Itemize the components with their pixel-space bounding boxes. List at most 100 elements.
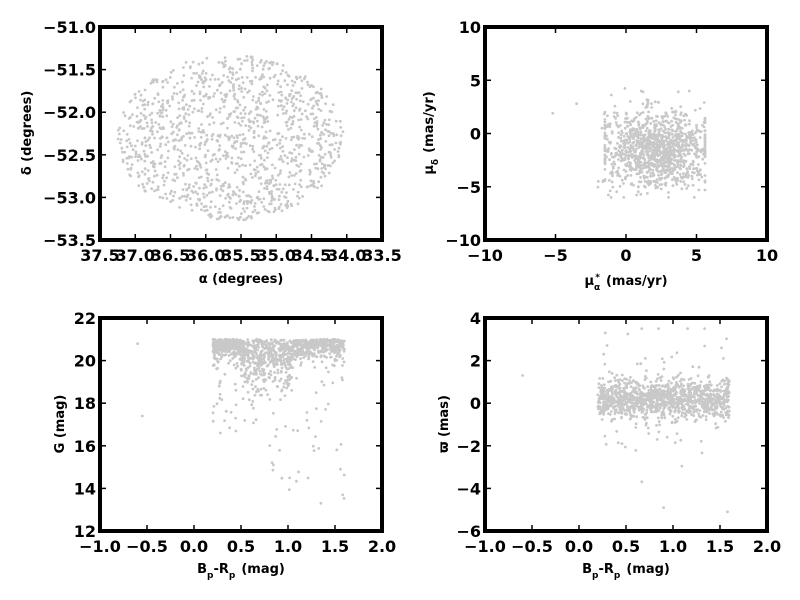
data-point xyxy=(617,136,620,139)
data-point xyxy=(193,136,197,139)
data-point xyxy=(328,118,331,122)
data-point xyxy=(161,102,165,106)
data-point xyxy=(215,367,219,371)
data-point xyxy=(250,60,254,64)
data-point xyxy=(144,140,148,144)
data-point xyxy=(693,388,696,392)
data-point xyxy=(618,407,622,410)
data-point xyxy=(648,135,652,139)
data-point xyxy=(259,387,263,391)
data-point xyxy=(655,168,659,172)
data-point xyxy=(209,78,212,81)
data-point xyxy=(161,176,165,180)
data-point xyxy=(671,397,675,400)
data-point xyxy=(622,409,626,412)
data-point xyxy=(616,441,620,445)
data-point xyxy=(251,357,255,361)
data-point xyxy=(655,407,659,411)
data-point xyxy=(229,197,232,200)
data-point xyxy=(156,130,159,134)
data-point xyxy=(221,204,225,208)
data-point xyxy=(664,393,668,397)
data-point xyxy=(320,162,324,166)
data-point xyxy=(670,381,673,385)
data-point xyxy=(228,344,232,348)
data-point xyxy=(701,157,705,161)
data-point xyxy=(211,419,215,423)
data-point xyxy=(136,171,140,175)
data-point xyxy=(695,126,698,129)
data-point xyxy=(263,352,266,356)
data-point xyxy=(681,408,685,411)
data-point xyxy=(703,116,707,120)
data-point xyxy=(142,114,146,117)
data-point xyxy=(234,416,238,420)
data-point xyxy=(678,150,682,154)
data-point xyxy=(221,121,225,125)
data-point xyxy=(233,171,237,175)
data-point xyxy=(658,183,662,187)
data-point xyxy=(657,409,661,412)
data-point xyxy=(603,434,607,438)
data-point xyxy=(676,127,679,131)
data-point xyxy=(629,406,633,409)
data-point xyxy=(342,497,346,500)
data-point xyxy=(160,111,164,115)
data-point xyxy=(243,375,246,378)
data-point xyxy=(687,390,691,394)
data-point xyxy=(198,198,201,202)
data-point xyxy=(702,392,705,396)
data-point xyxy=(680,377,683,381)
data-point xyxy=(673,441,677,445)
data-point xyxy=(294,155,298,159)
data-point xyxy=(305,115,308,119)
data-point xyxy=(286,73,290,77)
data-point xyxy=(202,205,206,209)
data-point xyxy=(292,158,296,162)
data-point xyxy=(665,168,669,172)
data-point xyxy=(691,365,695,369)
data-point xyxy=(179,90,182,94)
data-point xyxy=(336,348,340,352)
data-point xyxy=(277,91,281,94)
data-point xyxy=(725,337,728,341)
data-point xyxy=(609,196,613,199)
data-point xyxy=(245,376,249,380)
data-point xyxy=(679,119,682,122)
data-point xyxy=(127,138,131,141)
data-point xyxy=(243,137,247,140)
data-point xyxy=(608,370,611,374)
data-point xyxy=(636,185,640,189)
data-point xyxy=(671,169,675,173)
data-point xyxy=(603,401,606,405)
data-point xyxy=(247,359,250,363)
data-point xyxy=(604,406,608,410)
data-point xyxy=(319,354,323,357)
data-point xyxy=(657,134,661,137)
data-point xyxy=(237,84,241,87)
data-point xyxy=(182,115,186,118)
data-point xyxy=(627,154,630,158)
data-point xyxy=(282,382,286,385)
data-point xyxy=(633,158,636,162)
data-point xyxy=(292,109,296,113)
data-point xyxy=(676,137,679,141)
data-point xyxy=(641,146,644,150)
data-point xyxy=(311,444,315,448)
data-point xyxy=(608,124,612,128)
data-point xyxy=(129,124,132,128)
data-point xyxy=(298,183,301,187)
data-point xyxy=(186,154,190,157)
data-point xyxy=(655,178,659,182)
data-point xyxy=(697,412,701,416)
data-point xyxy=(219,91,223,95)
data-point xyxy=(258,101,262,105)
data-point xyxy=(232,363,236,367)
y-tick-label: −53.5 xyxy=(43,231,96,250)
data-point xyxy=(703,388,707,392)
data-point xyxy=(269,360,273,364)
data-point xyxy=(189,65,192,69)
data-point xyxy=(228,70,232,74)
data-point xyxy=(332,132,335,136)
data-point xyxy=(131,148,135,152)
